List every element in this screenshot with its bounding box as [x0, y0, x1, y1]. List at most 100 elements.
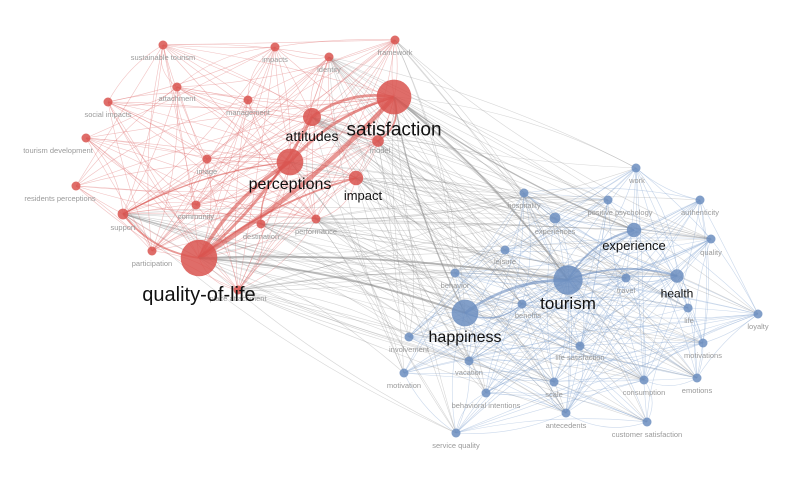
node-label: perceptions: [249, 176, 332, 193]
node-emotions[interactable]: [692, 373, 702, 383]
edge-line: [646, 307, 689, 423]
node-satisfaction[interactable]: [376, 79, 412, 115]
edge-line: [315, 218, 523, 305]
node-model[interactable]: [372, 135, 384, 147]
edge-line: [565, 345, 584, 414]
edge-line: [122, 209, 262, 225]
node-identity[interactable]: [324, 52, 334, 62]
edge-line: [176, 86, 249, 101]
node-impact[interactable]: [348, 170, 364, 186]
node-experiences[interactable]: [549, 212, 561, 224]
node-hospitality[interactable]: [519, 188, 529, 198]
node-happiness[interactable]: [451, 299, 479, 327]
edge-line: [206, 158, 357, 179]
node-life[interactable]: [683, 303, 693, 313]
node-performance[interactable]: [311, 214, 321, 224]
edge-line: [485, 392, 567, 414]
edge-line: [579, 313, 759, 347]
edge-line: [122, 213, 466, 314]
node-label: community: [178, 212, 215, 221]
edge-line: [328, 56, 609, 201]
node-experience[interactable]: [626, 222, 642, 238]
edge-line: [454, 272, 689, 309]
edge-line: [643, 313, 759, 381]
node-image[interactable]: [202, 154, 212, 164]
node-leisure[interactable]: [500, 245, 510, 255]
node-positive-psychology[interactable]: [603, 195, 613, 205]
edge-line: [122, 46, 276, 215]
node-place-attachment[interactable]: [233, 285, 243, 295]
edge-line: [408, 217, 556, 338]
node-label: benefits: [515, 311, 542, 320]
node-behavioral-intentions[interactable]: [481, 388, 491, 398]
node-loyalty[interactable]: [753, 309, 763, 319]
edge-line: [122, 177, 357, 215]
edge-line: [260, 223, 567, 414]
edge-line: [195, 140, 379, 206]
edge-line: [328, 56, 523, 305]
node-work[interactable]: [631, 163, 641, 173]
edge-line: [237, 272, 456, 291]
node-involvement[interactable]: [404, 332, 414, 342]
node-residents-perceptions[interactable]: [71, 181, 81, 191]
edge-line: [607, 199, 645, 381]
node-scale[interactable]: [549, 377, 559, 387]
edge-line: [454, 199, 609, 274]
node-community[interactable]: [191, 200, 201, 210]
node-perceptions[interactable]: [276, 148, 304, 176]
edge-line: [311, 56, 330, 220]
node-destination[interactable]: [256, 219, 266, 229]
node-label: life satisfaction: [555, 353, 604, 362]
node-life-satisfaction[interactable]: [575, 341, 585, 351]
node-label: performance: [295, 227, 337, 236]
edge-line: [107, 46, 276, 103]
node-label: happiness: [429, 329, 502, 346]
node-authenticity[interactable]: [695, 195, 705, 205]
node-participation[interactable]: [147, 246, 157, 256]
edge-line: [162, 44, 208, 160]
node-health[interactable]: [670, 269, 684, 283]
edge-line: [579, 238, 712, 347]
node-customer-satisfaction[interactable]: [642, 417, 652, 427]
node-antecedents[interactable]: [561, 408, 571, 418]
edge-line: [315, 218, 704, 344]
edge-line: [633, 229, 698, 379]
edge-line: [579, 345, 648, 423]
node-quality[interactable]: [706, 234, 716, 244]
node-label: antecedents: [546, 421, 587, 430]
edge-line: [625, 238, 712, 279]
edge-line: [85, 137, 197, 206]
node-benefits[interactable]: [517, 299, 527, 309]
node-attachment[interactable]: [172, 82, 182, 92]
edge-line: [311, 116, 635, 231]
edge-line: [311, 116, 698, 379]
edge-line: [408, 275, 678, 338]
node-support[interactable]: [117, 208, 129, 220]
edge-line: [162, 43, 330, 58]
edge-line: [327, 56, 357, 179]
edge-layer: [75, 39, 759, 434]
node-motivations[interactable]: [698, 338, 708, 348]
edge-line: [198, 199, 609, 259]
edge-line: [122, 213, 704, 344]
node-impacts[interactable]: [270, 42, 280, 52]
node-attitudes[interactable]: [303, 108, 321, 126]
node-label: identity: [317, 65, 341, 74]
node-vacation[interactable]: [464, 356, 474, 366]
edge-line: [565, 313, 759, 414]
edge-line: [676, 275, 698, 379]
node-tourism[interactable]: [553, 265, 583, 295]
node-quality-of-life[interactable]: [180, 239, 218, 277]
node-service-quality[interactable]: [451, 428, 461, 438]
node-management[interactable]: [243, 95, 253, 105]
node-consumption[interactable]: [639, 375, 649, 385]
node-sustainable-tourism[interactable]: [158, 40, 168, 50]
node-tourism-development[interactable]: [81, 133, 91, 143]
node-framework[interactable]: [390, 35, 400, 45]
node-motivation[interactable]: [399, 368, 409, 378]
edge-line: [85, 137, 317, 220]
edge-line: [237, 289, 410, 338]
node-travel[interactable]: [621, 273, 631, 283]
node-social-impacts[interactable]: [103, 97, 113, 107]
node-behavior[interactable]: [450, 268, 460, 278]
